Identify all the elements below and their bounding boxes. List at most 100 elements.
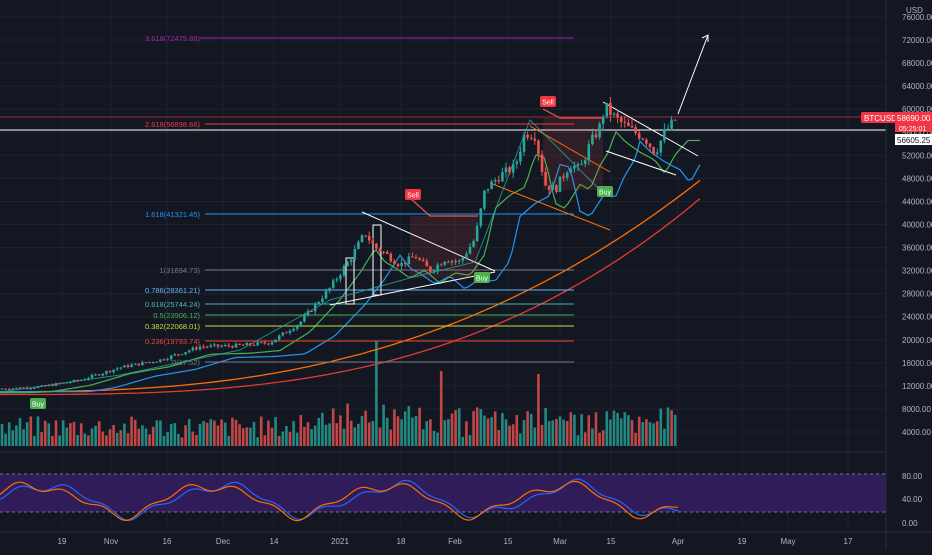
- volume-bar: [72, 421, 76, 446]
- volume-bar: [259, 416, 263, 446]
- buy-sell-signals: Buy Sell Buy Sell Buy: [30, 96, 613, 409]
- candle-body: [429, 266, 432, 272]
- last-price-tag: 58690.00: [897, 114, 931, 123]
- volume-bar: [526, 411, 529, 446]
- volume-bar: [331, 408, 335, 446]
- volume-bar: [184, 425, 187, 446]
- candle-body: [105, 371, 108, 374]
- candle-body: [601, 116, 605, 124]
- candle-body: [238, 343, 241, 345]
- volume-bar: [252, 421, 256, 446]
- volume-bar: [346, 403, 349, 446]
- volume-bar: [519, 433, 522, 446]
- x-tick-label: 2021: [331, 537, 349, 546]
- volume-bar: [537, 374, 540, 446]
- fib-label: 2.618(56898.66): [145, 120, 201, 129]
- volume-bar: [565, 421, 569, 446]
- x-tick-label: 17: [844, 537, 853, 546]
- candle-body: [249, 343, 252, 345]
- candle-body: [223, 345, 227, 347]
- candle-body: [609, 102, 612, 115]
- candle-body: [216, 344, 220, 347]
- x-tick-label: 14: [270, 537, 279, 546]
- candle-body: [378, 248, 382, 252]
- candle-body: [522, 134, 526, 152]
- candle-body: [108, 371, 112, 373]
- volume-bar: [51, 435, 54, 446]
- volume-bar: [202, 421, 205, 446]
- volume-bar: [79, 423, 83, 446]
- candle-body: [652, 146, 655, 154]
- volume-bar: [281, 431, 285, 446]
- triangle-upper: [361, 211, 496, 272]
- candle-body: [303, 315, 306, 322]
- volume-bar: [195, 434, 198, 446]
- candle-body: [670, 119, 673, 129]
- candle-body: [130, 364, 133, 368]
- volume-bar: [213, 420, 216, 446]
- volume-bar: [148, 434, 151, 446]
- volume-bar: [670, 410, 673, 446]
- candle-body: [339, 275, 342, 280]
- time-axis: 19 Nov 16 Dec 14 2021 18 Feb 15 Mar 15 Apr 19 May 17: [0, 531, 932, 546]
- candle-body: [555, 185, 558, 193]
- y-tick-label: 40000.00: [902, 221, 932, 230]
- volume-bar: [162, 435, 166, 446]
- candle-body: [313, 303, 317, 312]
- candle-body: [623, 121, 627, 123]
- volume-bar: [605, 411, 609, 446]
- candle-body: [11, 388, 15, 390]
- buy-signal: [30, 398, 46, 409]
- candle-body: [317, 302, 321, 304]
- buy-signal: [597, 186, 613, 197]
- volume-bar: [101, 431, 105, 446]
- candle-body: [591, 134, 594, 145]
- candle-body: [627, 122, 630, 127]
- volume-bar: [490, 417, 493, 446]
- volume-bar: [83, 433, 87, 446]
- volume-bar: [436, 432, 439, 446]
- candle-body: [335, 279, 339, 281]
- candle-body: [605, 102, 609, 117]
- candle-body: [321, 298, 324, 303]
- x-tick-label: 15: [504, 537, 513, 546]
- ma-50: [0, 140, 701, 393]
- candle-body: [421, 259, 425, 262]
- y-tick-label: 8000.00: [902, 405, 931, 414]
- candle-body: [90, 375, 94, 379]
- volume-bar: [303, 427, 306, 446]
- volume-bars: [0, 341, 677, 446]
- volume-bar: [285, 426, 288, 446]
- volume-bar: [187, 419, 191, 446]
- volume-bar: [191, 431, 195, 446]
- candle-body: [101, 373, 105, 376]
- candle-body: [382, 251, 385, 253]
- volume-bar: [569, 412, 573, 446]
- fib-label: 0.5(23906.12): [153, 311, 200, 320]
- volume-bar: [317, 417, 321, 446]
- candle-body: [245, 343, 249, 346]
- x-tick-label: Dec: [216, 537, 230, 546]
- candle-body: [432, 270, 436, 272]
- candle-body: [159, 359, 162, 362]
- x-tick-label: 19: [58, 537, 67, 546]
- volume-bar: [360, 415, 364, 446]
- volume-bar: [483, 415, 486, 446]
- volume-bar: [54, 420, 58, 446]
- symbol-price-tag: BTCUSD 58690.00 05:25:01 56605.25: [861, 112, 932, 145]
- y-tick-label: 48000.00: [902, 174, 932, 183]
- volume-bar: [313, 425, 317, 446]
- candle-body: [385, 252, 389, 254]
- ma-100: [0, 179, 701, 393]
- sell-signal: [405, 189, 421, 200]
- candle-body: [439, 264, 443, 266]
- candle-body: [65, 382, 69, 384]
- candle-body: [115, 368, 119, 370]
- box-1: [345, 257, 355, 305]
- candle-body: [7, 389, 11, 391]
- candle-body: [195, 347, 198, 350]
- projection-arrow: [677, 34, 709, 115]
- volume-bar: [378, 427, 382, 446]
- moving-averages: [0, 130, 701, 396]
